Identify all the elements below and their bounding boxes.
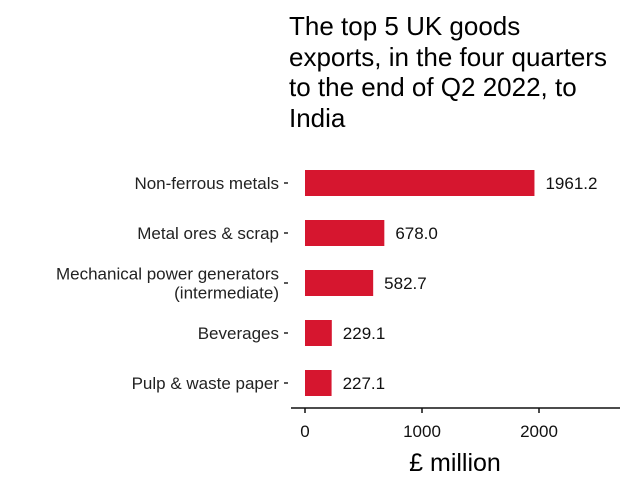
bar-3 [305, 270, 374, 296]
category-label-3: Mechanical power generators (intermediate… [56, 265, 279, 303]
category-label-5: Pulp & waste paper [132, 374, 280, 393]
category-label-4: Beverages [198, 324, 279, 343]
category-label-line: Mechanical power generators [56, 265, 279, 284]
bar-4 [305, 320, 332, 346]
category-label-line: Pulp & waste paper [132, 374, 280, 393]
value-label-3: 582.7 [384, 274, 427, 293]
bar-1 [305, 170, 535, 196]
category-label-line: Beverages [198, 324, 279, 343]
value-label-1: 1961.2 [545, 174, 597, 193]
category-label-line: Metal ores & scrap [137, 224, 279, 243]
value-label-2: 678.0 [395, 224, 438, 243]
category-label-1: Non-ferrous metals [134, 174, 279, 193]
bar-2 [305, 220, 385, 246]
value-label-5: 227.1 [343, 374, 386, 393]
x-tick-label-2: 1000 [403, 422, 441, 441]
bar-5 [305, 370, 332, 396]
category-label-line: Non-ferrous metals [134, 174, 279, 193]
x-tick-label-1: 0 [300, 422, 309, 441]
x-tick-label-3: 2000 [520, 422, 558, 441]
category-label-line: (intermediate) [174, 284, 279, 303]
x-axis-title: £ million [409, 449, 501, 472]
chart-title: The top 5 UK goods exports, in the four … [289, 11, 607, 133]
value-label-4: 229.1 [343, 324, 386, 343]
category-label-2: Metal ores & scrap [137, 224, 279, 243]
